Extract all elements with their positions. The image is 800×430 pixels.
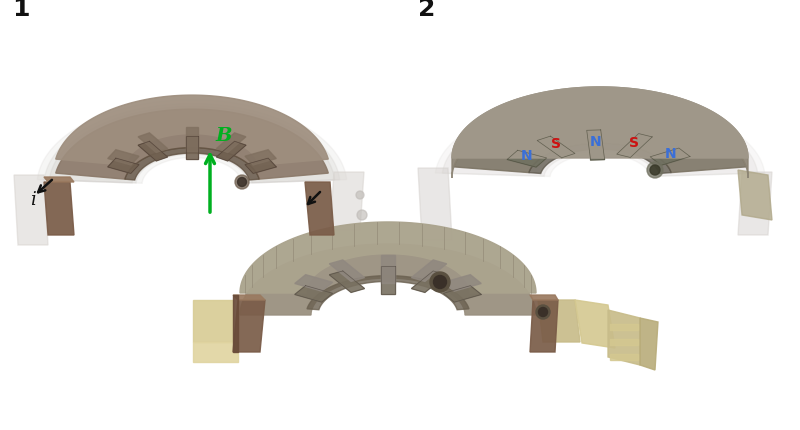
- Text: S: S: [630, 135, 639, 149]
- Polygon shape: [537, 137, 575, 158]
- Circle shape: [238, 178, 246, 187]
- Text: N: N: [521, 148, 533, 163]
- Circle shape: [642, 95, 654, 106]
- Circle shape: [538, 308, 547, 317]
- Polygon shape: [411, 271, 446, 293]
- Polygon shape: [186, 136, 198, 160]
- Text: i: i: [30, 190, 36, 209]
- Polygon shape: [443, 286, 482, 302]
- Polygon shape: [640, 318, 658, 370]
- Polygon shape: [44, 183, 74, 236]
- Polygon shape: [610, 354, 638, 360]
- Polygon shape: [538, 300, 580, 342]
- Polygon shape: [529, 144, 671, 174]
- Polygon shape: [650, 149, 690, 166]
- Polygon shape: [443, 275, 482, 292]
- Polygon shape: [233, 295, 265, 300]
- Polygon shape: [507, 151, 546, 168]
- Polygon shape: [138, 134, 167, 153]
- Polygon shape: [125, 148, 259, 181]
- Polygon shape: [217, 142, 246, 162]
- Circle shape: [356, 191, 364, 200]
- Circle shape: [647, 163, 663, 178]
- Polygon shape: [38, 101, 346, 184]
- Polygon shape: [233, 300, 265, 352]
- Polygon shape: [193, 300, 233, 342]
- Text: 1: 1: [12, 0, 30, 21]
- Polygon shape: [435, 100, 765, 177]
- Text: S: S: [551, 137, 561, 150]
- Polygon shape: [193, 342, 238, 362]
- Polygon shape: [217, 134, 246, 153]
- Polygon shape: [56, 96, 328, 166]
- Polygon shape: [294, 286, 333, 302]
- Polygon shape: [14, 175, 48, 246]
- Polygon shape: [381, 255, 395, 283]
- Polygon shape: [44, 104, 340, 184]
- Polygon shape: [240, 244, 536, 315]
- Circle shape: [650, 166, 660, 175]
- Polygon shape: [575, 300, 615, 348]
- Circle shape: [357, 211, 367, 221]
- Polygon shape: [50, 107, 334, 184]
- Polygon shape: [138, 142, 167, 162]
- Polygon shape: [738, 171, 772, 221]
- Polygon shape: [418, 169, 452, 240]
- Polygon shape: [330, 271, 365, 293]
- Polygon shape: [186, 128, 198, 152]
- Polygon shape: [586, 131, 605, 161]
- Polygon shape: [381, 267, 395, 295]
- Polygon shape: [610, 339, 638, 345]
- Polygon shape: [411, 260, 446, 282]
- Polygon shape: [307, 276, 469, 310]
- Circle shape: [536, 305, 550, 319]
- Polygon shape: [608, 310, 640, 365]
- Polygon shape: [530, 295, 558, 300]
- Polygon shape: [240, 222, 536, 293]
- Polygon shape: [245, 159, 276, 174]
- Polygon shape: [108, 159, 139, 174]
- Polygon shape: [330, 260, 365, 282]
- Text: 2: 2: [418, 0, 435, 21]
- Polygon shape: [44, 178, 74, 183]
- Text: N: N: [590, 135, 602, 149]
- Text: B: B: [215, 127, 231, 144]
- Polygon shape: [454, 108, 746, 173]
- Polygon shape: [56, 110, 328, 180]
- Polygon shape: [108, 150, 139, 166]
- Polygon shape: [452, 88, 748, 159]
- Polygon shape: [305, 183, 334, 236]
- Polygon shape: [442, 103, 758, 177]
- Polygon shape: [452, 88, 748, 178]
- Text: N: N: [664, 146, 676, 160]
- Polygon shape: [294, 275, 333, 292]
- Circle shape: [430, 272, 450, 292]
- Polygon shape: [330, 172, 364, 230]
- Polygon shape: [530, 300, 558, 352]
- Polygon shape: [233, 295, 238, 352]
- Polygon shape: [245, 150, 276, 166]
- Circle shape: [235, 175, 249, 190]
- Circle shape: [434, 276, 446, 289]
- Polygon shape: [617, 134, 652, 158]
- Polygon shape: [610, 324, 638, 330]
- Polygon shape: [738, 172, 772, 236]
